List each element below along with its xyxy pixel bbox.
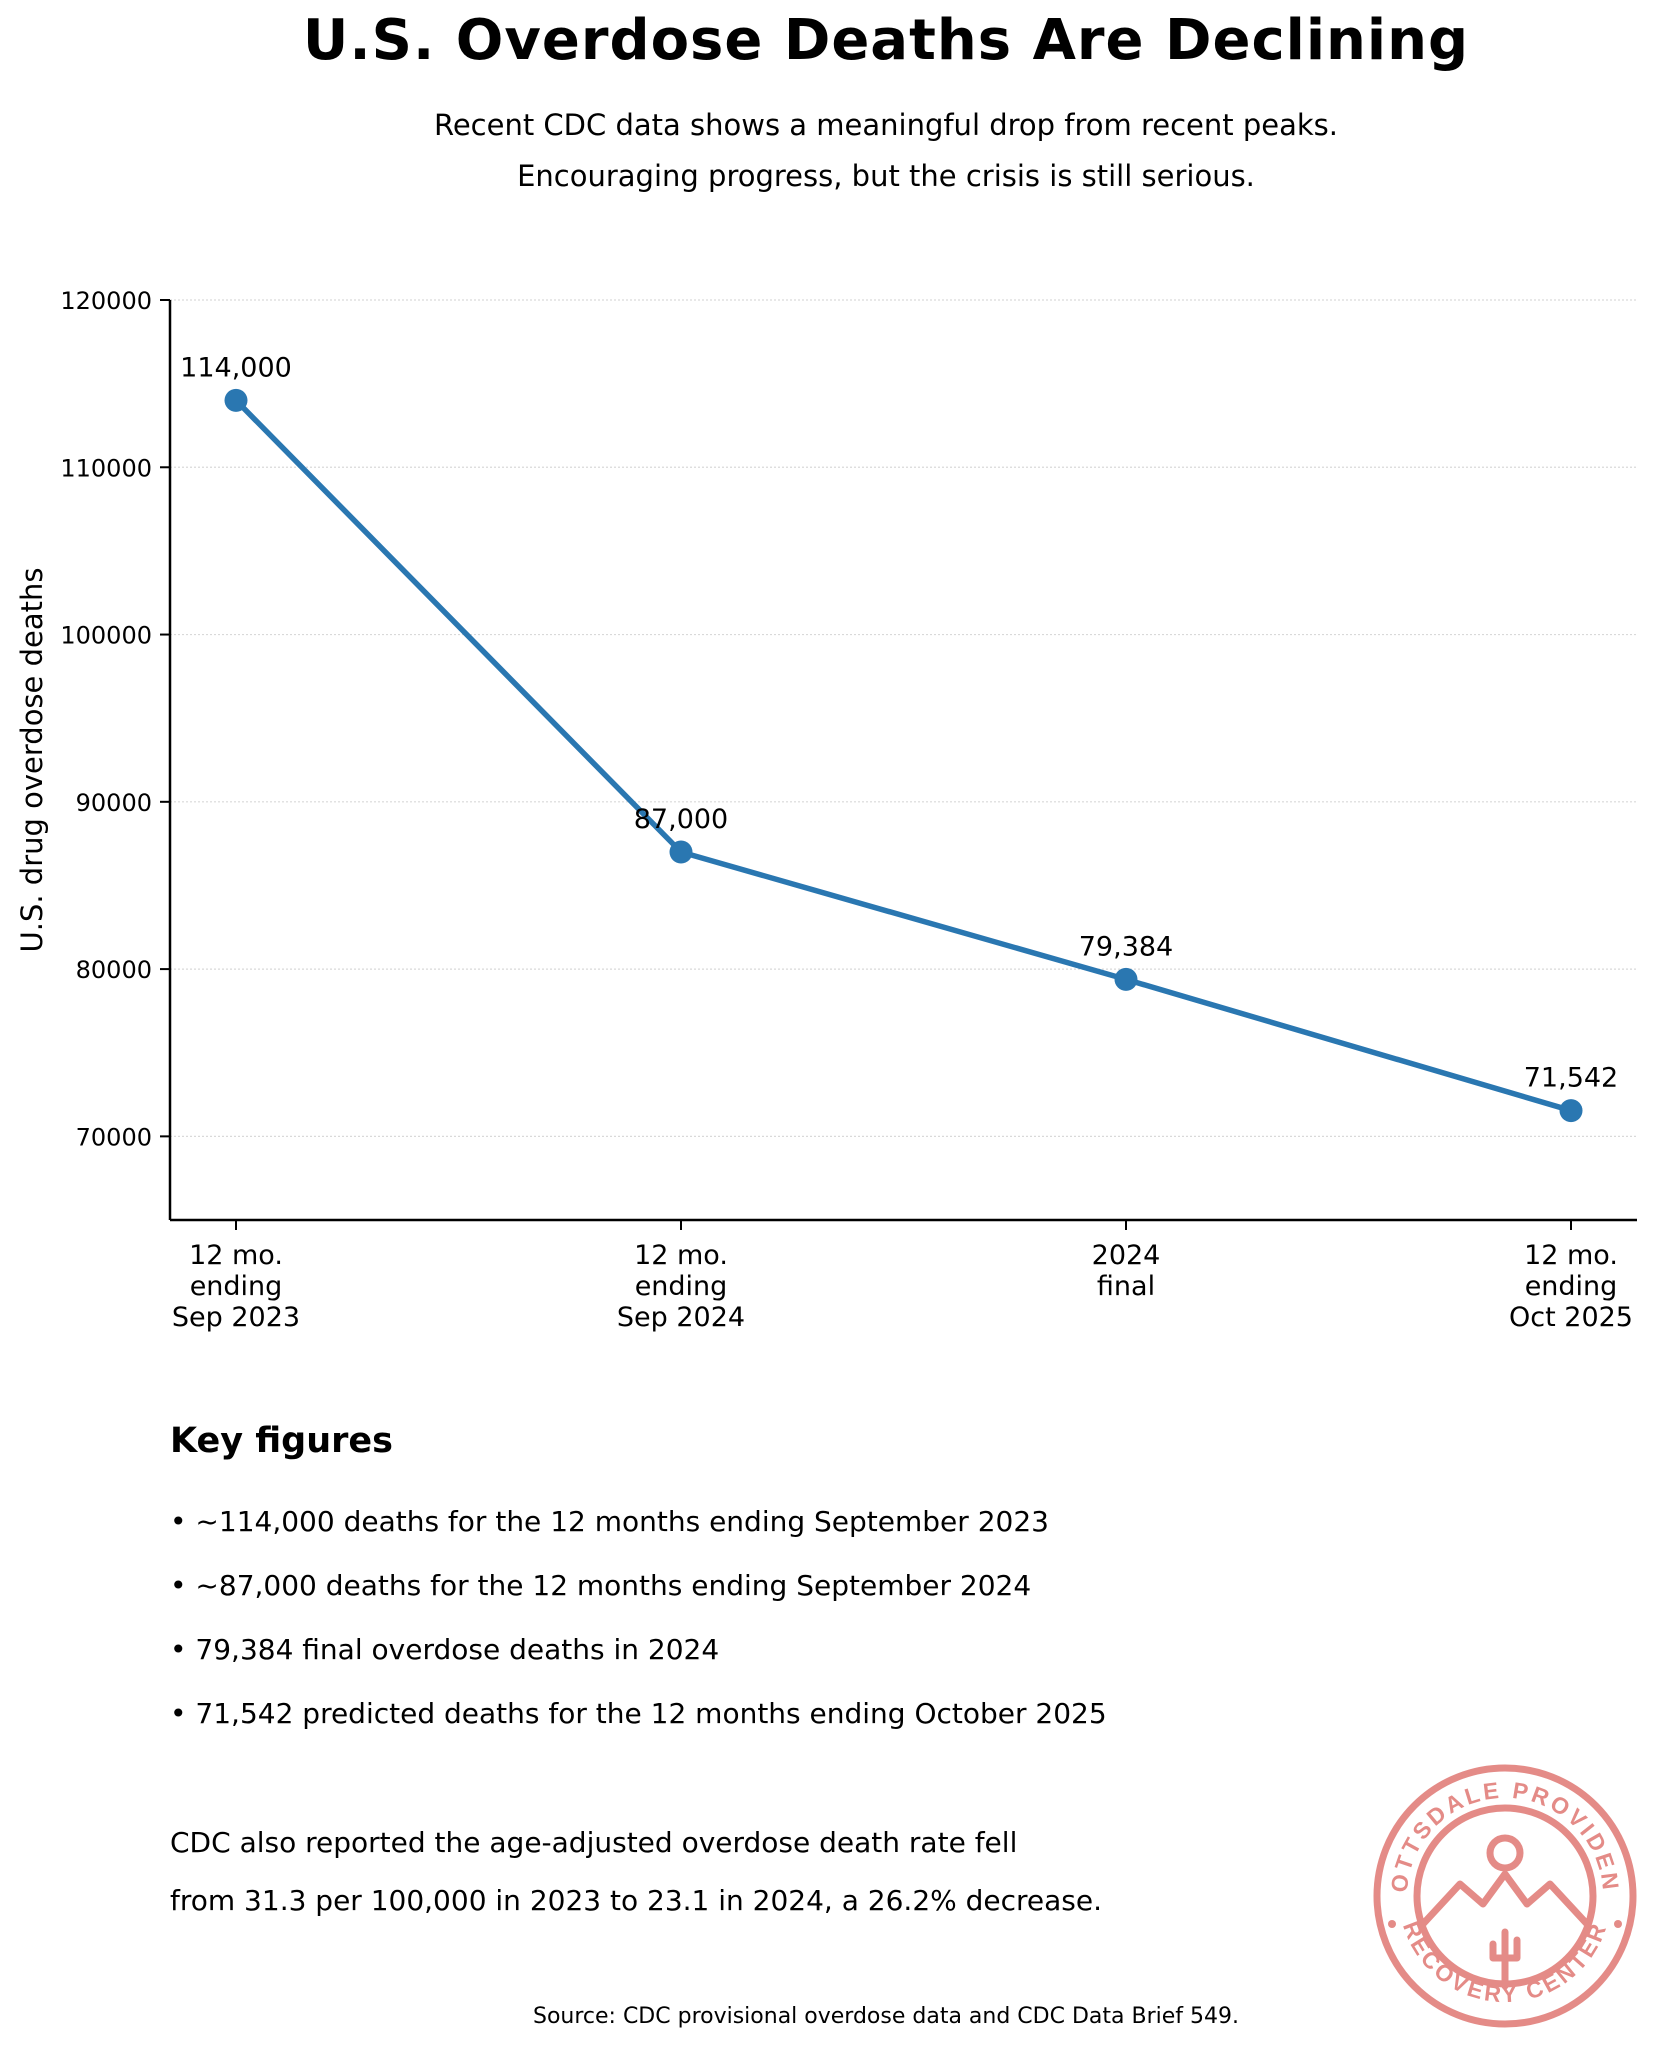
x-tick-label: 12 mo. ending Sep 2024 — [617, 1240, 745, 1333]
key-figures-list: • ~114,000 deaths for the 12 months endi… — [170, 1504, 1107, 1760]
x-tick-label-line: 12 mo. — [1524, 1240, 1618, 1271]
recovery-center-logo: SCOTTSDALE PROVIDENCE RECOVERY CENTER — [1365, 1756, 1637, 2028]
data-point — [224, 388, 248, 412]
data-point — [1114, 967, 1138, 991]
x-tick-label-line: final — [1097, 1271, 1155, 1302]
y-axis-label: U.S. drug overdose deaths — [15, 568, 49, 953]
key-figure-item: • ~87,000 deaths for the 12 months endin… — [170, 1569, 1032, 1602]
key-figure-item: • 71,542 predicted deaths for the 12 mon… — [170, 1697, 1107, 1730]
y-tick-label: 100000 — [60, 622, 152, 650]
note-line-1: CDC also reported the age-adjusted overd… — [170, 1826, 1018, 1859]
x-tick-label-line: Oct 2025 — [1509, 1302, 1633, 1333]
x-tick-label-line: ending — [190, 1271, 283, 1302]
x-tick-label-line: 12 mo. — [634, 1240, 728, 1271]
key-figures-heading: Key figures — [170, 1421, 393, 1461]
data-point — [669, 840, 693, 864]
key-figure-item: • ~114,000 deaths for the 12 months endi… — [170, 1505, 1049, 1538]
subtitle-line-2: Encouraging progress, but the crisis is … — [517, 159, 1255, 193]
data-label: 79,384 — [1079, 931, 1173, 962]
y-tick-label: 80000 — [76, 956, 152, 984]
note-line-2: from 31.3 per 100,000 in 2023 to 23.1 in… — [170, 1884, 1103, 1917]
x-tick-label: 12 mo. ending Sep 2023 — [172, 1240, 300, 1333]
x-tick-label: 2024 final — [1092, 1240, 1161, 1302]
x-tick-label-line: ending — [635, 1271, 728, 1302]
y-tick-label: 120000 — [60, 287, 152, 315]
x-tick-label-line: Sep 2023 — [172, 1302, 300, 1333]
x-tick-label-line: ending — [1525, 1271, 1618, 1302]
data-label: 87,000 — [634, 804, 728, 835]
key-figure-item: • 79,384 final overdose deaths in 2024 — [170, 1633, 720, 1666]
x-tick-label-line: Sep 2024 — [617, 1302, 745, 1333]
data-point — [1559, 1099, 1583, 1123]
chart-title: U.S. Overdose Deaths Are Declining — [302, 8, 1470, 73]
y-tick-label: 90000 — [76, 789, 152, 817]
y-tick-label: 70000 — [76, 1123, 152, 1151]
x-tick-label: 12 mo. ending Oct 2025 — [1509, 1240, 1633, 1333]
data-label: 71,542 — [1524, 1063, 1618, 1094]
series-line — [233, 397, 1574, 1114]
x-tick-label-line: 2024 — [1092, 1240, 1161, 1271]
x-tick-label-line: 12 mo. — [189, 1240, 283, 1271]
logo-dot-left — [1388, 1920, 1396, 1928]
logo-top-text-path: SCOTTSDALE PROVIDENCE — [1365, 1756, 1621, 1894]
source-note: Source: CDC provisional overdose data an… — [532, 2004, 1239, 2029]
logo-dot-right — [1614, 1920, 1622, 1928]
data-label: 114,000 — [180, 352, 292, 383]
subtitle-line-1: Recent CDC data shows a meaningful drop … — [433, 108, 1339, 142]
logo-mark — [1373, 1764, 1637, 2028]
logo-top-text: SCOTTSDALE PROVIDENCE — [1365, 1756, 1624, 1894]
y-tick-label: 110000 — [60, 454, 152, 482]
